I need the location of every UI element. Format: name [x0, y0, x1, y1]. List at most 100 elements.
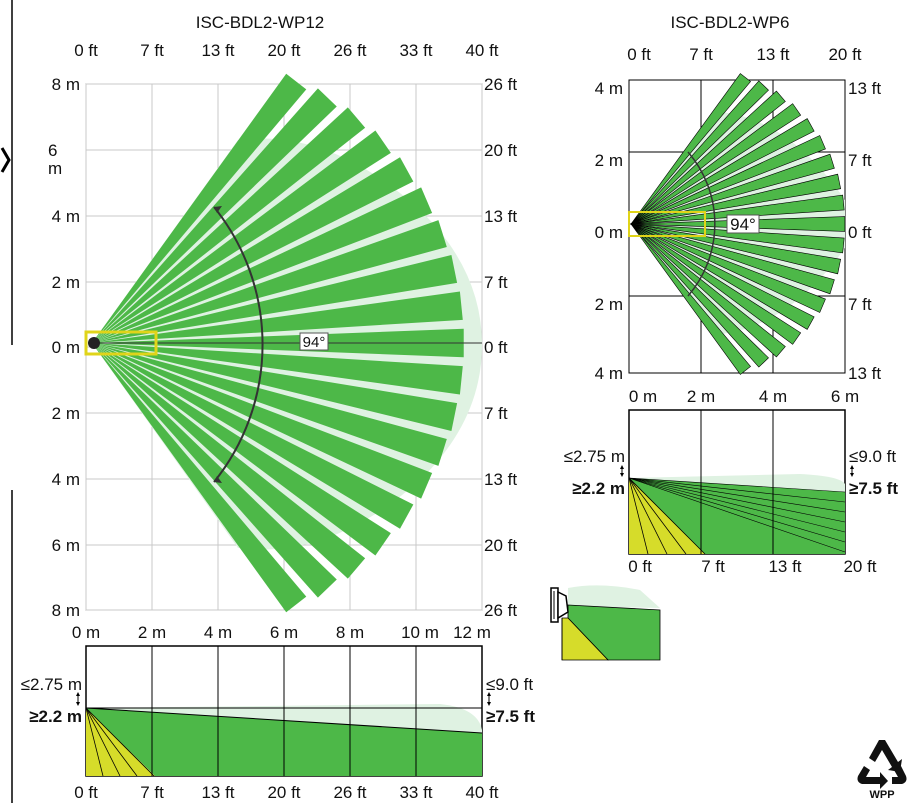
- wp6-side-right-top: ≤9.0 ft: [849, 447, 896, 466]
- wp6-top-ft-2: 13 ft: [756, 45, 789, 64]
- wp6-left-m-0: 4 m: [595, 79, 623, 98]
- wp6-side-ray-g-6: [628, 477, 846, 553]
- wp12-side-bottom-ft-6: 40 ft: [465, 783, 498, 802]
- wp12-top-ft-6: 40 ft: [465, 41, 498, 60]
- logo-text: WPP: [869, 789, 894, 801]
- wp12-right-ft-3: 7 ft: [484, 273, 508, 292]
- wp12-side-left-top: ≤2.75 m: [21, 675, 82, 694]
- wp6-right-ft-0: 13 ft: [848, 79, 881, 98]
- wp6-side-ray-g-0: [628, 477, 846, 493]
- wp12-bottom-m-1: 2 m: [138, 623, 166, 642]
- wp6-bottom-m-3: 6 m: [831, 387, 859, 406]
- wp12-side-ray-y-3: [85, 707, 138, 777]
- wp12-side-ray-y-1: [85, 707, 104, 777]
- wp12-left-m-4: 0 m: [52, 338, 80, 357]
- wp12-top-ft-3: 20 ft: [267, 41, 300, 60]
- wp12-beam-15: [92, 343, 391, 556]
- wp6-side-height-arrow-right: [850, 465, 854, 477]
- wp6-beam-5: [630, 135, 826, 225]
- wp12-beam-1: [92, 88, 337, 343]
- wp12-beam-2: [92, 107, 366, 343]
- wp6-side-left-top: ≤2.75 m: [564, 447, 625, 466]
- wp6-bottom-m-1: 2 m: [687, 387, 715, 406]
- wp6-beam-18: [630, 223, 751, 375]
- wp12-side-height-arrow-right: [487, 692, 491, 706]
- wp12-beam-0: [92, 73, 307, 344]
- wp6-side-ray-y-2: [628, 477, 668, 555]
- wp6-beam-2: [630, 90, 786, 225]
- wp6-side-ray-y-4: [628, 477, 706, 555]
- wp6-side-bottom-ft-3: 20 ft: [843, 557, 876, 576]
- wp6-side-ray-g-3: [628, 477, 846, 523]
- wp12-side-ray-y-4: [85, 707, 155, 777]
- wp12-title: ISC-BDL2-WP12: [196, 13, 324, 32]
- wp12-creep-zone-box: [84, 330, 158, 356]
- wp6-bottom-m-2: 4 m: [759, 387, 787, 406]
- wp12-left-m-7: 6 m: [52, 536, 80, 555]
- wp12-beam-3: [92, 130, 391, 343]
- detector-mount-icon: [550, 587, 569, 623]
- wp12-axis-labels: 0 ft 7 ft 13 ft 20 ft 26 ft 33 ft 40 ft 8 m 6 m 4 …: [48, 41, 517, 642]
- wp6-beam-1: [630, 80, 769, 225]
- wp12-bottom-m-0: 0 m: [72, 623, 100, 642]
- wp12-angle-label: 94°: [303, 334, 326, 351]
- wp12-side-bottom-ft-4: 26 ft: [333, 783, 366, 802]
- wp12-left-m-0: 8 m: [52, 75, 80, 94]
- wp6-axis-labels: 0 ft 7 ft 13 ft 20 ft 4 m 2 m 0 m 2 m 4 m 13 ft 7 …: [595, 45, 882, 406]
- wp6-side-ray-g-4: [628, 477, 846, 533]
- wp6-side-ray-y-3: [628, 477, 687, 555]
- wp6-beam-15: [630, 223, 802, 345]
- wp12-left-m-3: 2 m: [52, 273, 80, 292]
- wp6-left-m-2: 0 m: [595, 223, 623, 242]
- wp6-side-ray-y-1: [628, 477, 649, 555]
- recycle-icon: WPP: [857, 740, 907, 801]
- wp6-creep-zone-box: [628, 211, 706, 237]
- wp12-right-ft-1: 20 ft: [484, 141, 517, 160]
- wp12-side-left-bottom: ≥2.2 m: [29, 707, 82, 726]
- wp12-top-ft-1: 7 ft: [140, 41, 164, 60]
- wp12-beam-17: [92, 343, 337, 598]
- wp12-right-ft-4: 0 ft: [484, 338, 508, 357]
- wp12-side-ray-y-2: [85, 707, 121, 777]
- wp6-beam-0: [630, 73, 751, 225]
- wp12-left-m-5: 2 m: [52, 404, 80, 423]
- wp6-side-bottom-ft-0: 0 ft: [628, 557, 652, 576]
- wp12-top-view: ISC-BDL2-WP12 94° 0 ft 7 ft 13 ft 20 ft 26 f…: [48, 13, 517, 642]
- wp12-left-m-6: 4 m: [52, 470, 80, 489]
- wp6-side-bottom-ft-2: 13 ft: [768, 557, 801, 576]
- wp12-beam-7: [92, 255, 458, 343]
- wp12-right-ft-8: 26 ft: [484, 601, 517, 620]
- wp12-right-ft-5: 7 ft: [484, 404, 508, 423]
- wp12-right-ft-0: 26 ft: [484, 75, 517, 94]
- wp12-beam-5: [92, 187, 433, 343]
- wp6-top-view: ISC-BDL2-WP6 94° 0 ft 7 ft 13 ft 20 ft 4 m 2 …: [595, 13, 882, 406]
- wp6-angle-arc: [687, 151, 716, 297]
- wp6-angle-label: 94°: [730, 215, 756, 234]
- wp12-left-m-8: 8 m: [52, 601, 80, 620]
- wp12-bottom-m-4: 8 m: [336, 623, 364, 642]
- wp6-beam-6: [630, 153, 835, 225]
- wp12-right-ft-6: 13 ft: [484, 470, 517, 489]
- wp12-side-bottom-ft-2: 13 ft: [201, 783, 234, 802]
- mounting-inset: [550, 585, 661, 661]
- wp12-top-ft-5: 33 ft: [399, 41, 432, 60]
- wp6-right-ft-2: 0 ft: [848, 223, 872, 242]
- wp6-right-ft-4: 13 ft: [848, 364, 881, 383]
- wp12-beam-4: [92, 157, 414, 343]
- wp12-side-bottom-ft-3: 20 ft: [267, 783, 300, 802]
- wp12-beam-14: [92, 343, 414, 529]
- wp6-side-ray-g-5: [628, 477, 846, 543]
- wp12-beam-18: [92, 343, 307, 613]
- wp12-bottom-m-5: 10 m: [401, 623, 439, 642]
- wp6-beam-14: [630, 223, 815, 330]
- wp12-side-right-bottom: ≥7.5 ft: [486, 707, 535, 726]
- wp6-beam-4: [630, 118, 815, 225]
- wp12-beam-8: [92, 291, 463, 343]
- wp12-top-ft-4: 26 ft: [333, 41, 366, 60]
- wp6-bottom-m-0: 0 m: [629, 387, 657, 406]
- wp6-beam-3: [630, 103, 802, 225]
- wp6-beam-12: [630, 223, 835, 295]
- wp6-detection-beams: [630, 73, 846, 375]
